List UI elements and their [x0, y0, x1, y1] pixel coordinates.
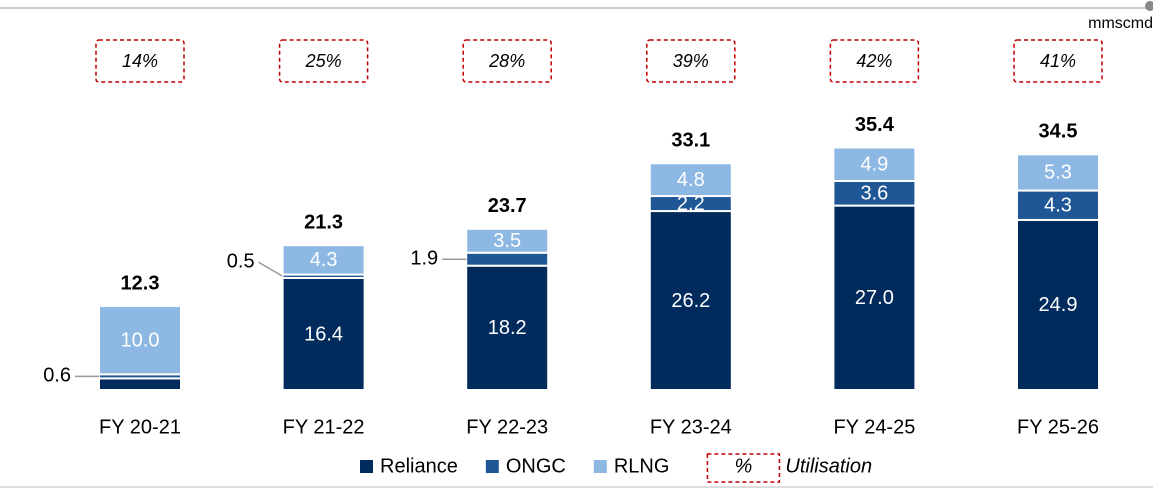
- unit-label: mmscmd: [1088, 15, 1153, 32]
- bar-segment: [1016, 153, 1100, 192]
- total-label: 12.3: [121, 272, 160, 294]
- data-label: 2.2: [677, 193, 705, 215]
- utilisation-label: 25%: [305, 51, 342, 71]
- legend-swatch: [706, 453, 781, 483]
- utilisation-label: 39%: [673, 51, 709, 71]
- total-label: 23.7: [488, 195, 527, 217]
- bar-segment: [98, 304, 182, 376]
- data-label: 4.3: [310, 249, 338, 271]
- bar-segment: [648, 162, 733, 198]
- total-label: 21.3: [304, 211, 343, 233]
- legend-swatch: [593, 460, 607, 473]
- x-tick-label: FY 20-21: [99, 416, 181, 438]
- utilisation-box: [1013, 39, 1103, 83]
- data-label: 4.3: [1044, 195, 1072, 217]
- leader-line: [258, 261, 283, 277]
- total-label: 33.1: [671, 130, 710, 152]
- legend-swatch: [360, 460, 373, 473]
- utilisation-label: 28%: [488, 51, 525, 71]
- utilisation-label: 14%: [122, 51, 158, 71]
- utilisation-box: [95, 39, 185, 83]
- data-label: 10.0: [121, 329, 160, 351]
- data-label: 0.5: [227, 251, 255, 273]
- data-label: 1.9: [410, 247, 438, 269]
- legend-swatch: [485, 460, 499, 473]
- legend-label: Reliance: [380, 455, 458, 477]
- data-label: 24.9: [1039, 294, 1078, 316]
- x-tick-label: FY 23-24: [650, 416, 732, 438]
- bar-segment: [281, 244, 366, 276]
- corner-dot: [1145, 1, 1153, 11]
- utilisation-label: 41%: [1040, 51, 1076, 71]
- utilisation-label: 42%: [856, 51, 892, 71]
- data-label: 3.5: [493, 230, 521, 252]
- utilisation-box: [278, 39, 369, 83]
- legend-label: Utilisation: [785, 455, 872, 477]
- legend-label: %: [735, 455, 753, 477]
- bar-segment: [1016, 218, 1100, 391]
- bar-segment: [832, 180, 917, 207]
- bar-segment: [98, 377, 182, 392]
- utilisation-box: [462, 39, 552, 83]
- data-label: 4.8: [677, 169, 705, 191]
- total-label: 34.5: [1039, 121, 1078, 143]
- bar-segment: [832, 146, 917, 183]
- utilisation-box: [646, 39, 736, 83]
- utilisation-box: [829, 39, 920, 83]
- x-tick-label: FY 21-22: [283, 416, 365, 438]
- legend-label: RLNG: [614, 455, 670, 477]
- data-label: 26.2: [671, 290, 710, 312]
- total-label: 35.4: [855, 114, 895, 136]
- legend-label: ONGC: [506, 455, 566, 477]
- bar-segment: [465, 251, 550, 267]
- bar-segment: [465, 227, 550, 254]
- x-tick-label: FY 24-25: [833, 416, 915, 438]
- data-label: 4.9: [860, 154, 888, 176]
- data-label: 0.6: [43, 365, 71, 387]
- data-label: 27.0: [855, 287, 894, 309]
- data-label: 5.3: [1044, 162, 1072, 184]
- x-tick-label: FY 25-26: [1017, 416, 1099, 438]
- data-label: 3.6: [860, 183, 888, 205]
- x-tick-label: FY 22-23: [466, 416, 548, 438]
- data-label: 16.4: [304, 323, 343, 345]
- data-label: 18.2: [488, 317, 527, 339]
- bar-segment: [832, 204, 917, 391]
